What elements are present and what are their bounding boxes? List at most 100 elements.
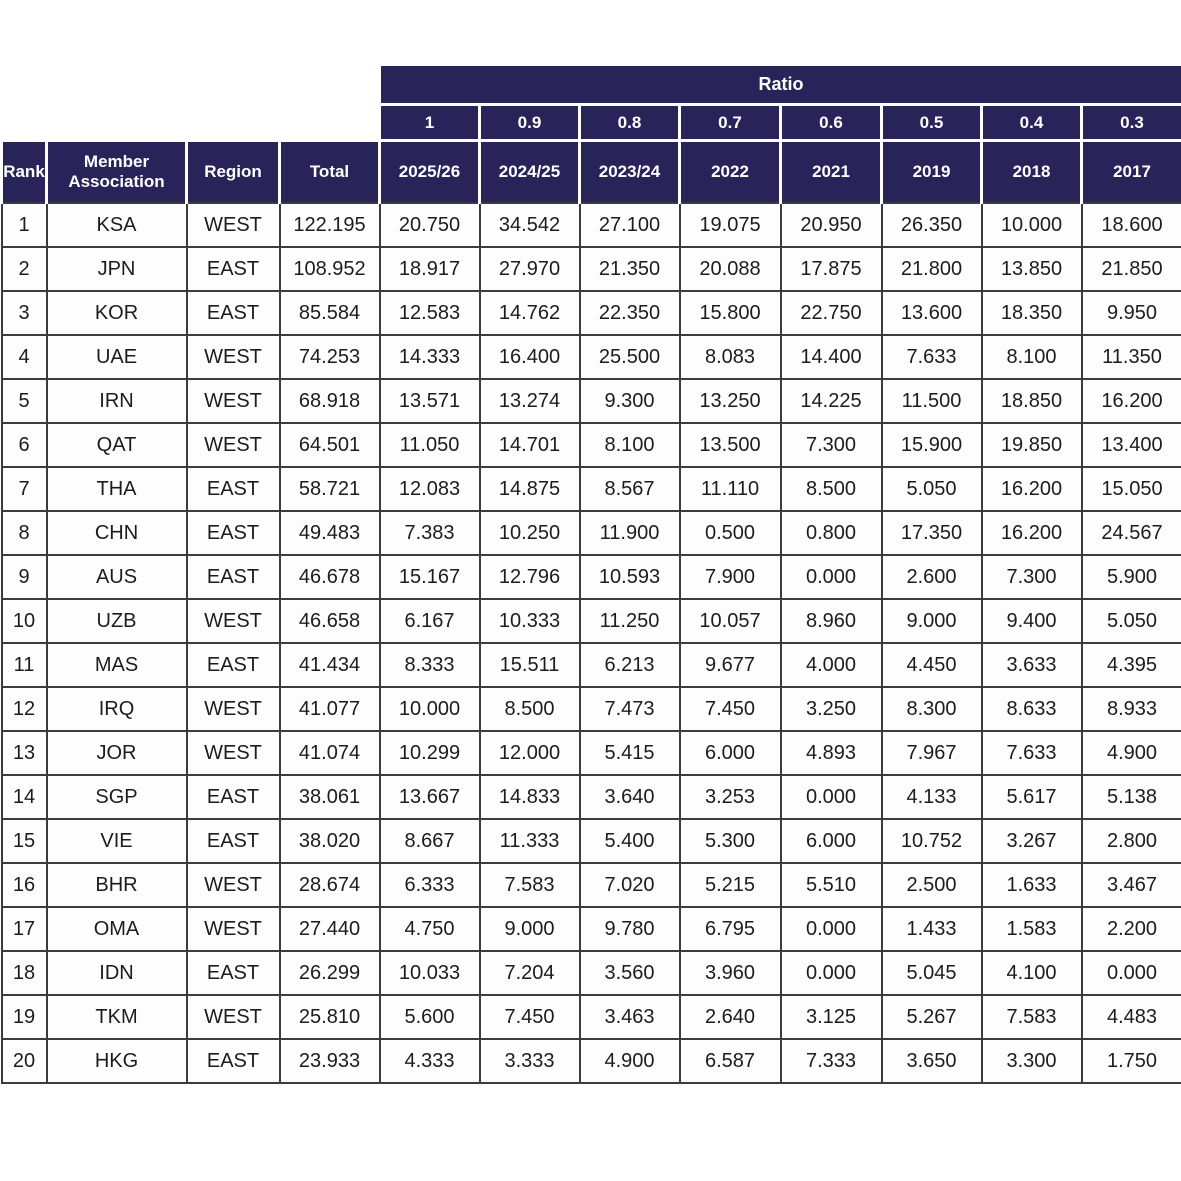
association-cell: OMA xyxy=(45,906,188,952)
season-value-cell: 5.510 xyxy=(779,862,883,908)
column-header-region: Region xyxy=(185,139,281,204)
season-value-cell: 0.500 xyxy=(678,510,782,556)
season-value-cell: 3.650 xyxy=(880,1038,983,1084)
table-row: 11 MAS EAST 41.434 8.333 15.511 6.213 9.677 4.00… xyxy=(0,642,1181,688)
season-value-cell: 10.593 xyxy=(578,554,681,600)
season-value-cell: 12.083 xyxy=(378,466,481,512)
season-value-cell: 7.967 xyxy=(880,730,983,776)
season-value-cell: 9.400 xyxy=(980,598,1083,644)
region-cell: WEST xyxy=(185,422,281,468)
season-value-cell: 7.583 xyxy=(478,862,581,908)
season-value-cell: 7.633 xyxy=(880,334,983,380)
season-value-cell: 20.088 xyxy=(678,246,782,292)
rank-cell: 6 xyxy=(0,422,48,468)
season-value-cell: 21.800 xyxy=(880,246,983,292)
season-value-cell: 4.483 xyxy=(1080,994,1181,1040)
region-cell: EAST xyxy=(185,642,281,688)
rank-cell: 3 xyxy=(0,290,48,336)
season-value-cell: 16.200 xyxy=(980,466,1083,512)
season-value-cell: 5.045 xyxy=(880,950,983,996)
season-value-cell: 2.800 xyxy=(1080,818,1181,864)
season-value-cell: 21.850 xyxy=(1080,246,1181,292)
ratio-merged-header: Ratio xyxy=(378,63,1181,106)
total-cell: 41.077 xyxy=(278,686,381,732)
season-value-cell: 13.400 xyxy=(1080,422,1181,468)
season-value-cell: 15.050 xyxy=(1080,466,1181,512)
rank-cell: 14 xyxy=(0,774,48,820)
season-value-cell: 0.000 xyxy=(779,906,883,952)
total-cell: 28.674 xyxy=(278,862,381,908)
season-value-cell: 2.640 xyxy=(678,994,782,1040)
season-value-cell: 4.395 xyxy=(1080,642,1181,688)
season-value-cell: 11.350 xyxy=(1080,334,1181,380)
season-value-cell: 10.299 xyxy=(378,730,481,776)
season-value-cell: 16.400 xyxy=(478,334,581,380)
season-value-cell: 17.875 xyxy=(779,246,883,292)
season-value-cell: 14.333 xyxy=(378,334,481,380)
season-value-cell: 21.350 xyxy=(578,246,681,292)
season-value-cell: 5.617 xyxy=(980,774,1083,820)
season-value-cell: 12.000 xyxy=(478,730,581,776)
total-cell: 46.678 xyxy=(278,554,381,600)
season-value-cell: 9.780 xyxy=(578,906,681,952)
season-value-cell: 22.350 xyxy=(578,290,681,336)
table-row: 2 JPN EAST 108.952 18.917 27.970 21.350 20.088 1… xyxy=(0,246,1181,292)
season-value-cell: 5.138 xyxy=(1080,774,1181,820)
season-value-cell: 24.567 xyxy=(1080,510,1181,556)
season-value-cell: 19.075 xyxy=(678,202,782,248)
season-value-cell: 0.000 xyxy=(779,950,883,996)
season-value-cell: 1.750 xyxy=(1080,1038,1181,1084)
region-cell: EAST xyxy=(185,1038,281,1084)
rank-cell: 7 xyxy=(0,466,48,512)
season-value-cell: 5.050 xyxy=(1080,598,1181,644)
table-row: 12 IRQ WEST 41.077 10.000 8.500 7.473 7.450 3.25… xyxy=(0,686,1181,732)
ratio-value-header: 0.5 xyxy=(880,103,983,142)
season-value-cell: 0.000 xyxy=(1080,950,1181,996)
season-value-cell: 11.500 xyxy=(880,378,983,424)
association-cell: TKM xyxy=(45,994,188,1040)
association-cell: IRN xyxy=(45,378,188,424)
region-cell: EAST xyxy=(185,774,281,820)
season-value-cell: 13.250 xyxy=(678,378,782,424)
season-value-cell: 18.917 xyxy=(378,246,481,292)
season-value-cell: 11.250 xyxy=(578,598,681,644)
season-value-cell: 26.350 xyxy=(880,202,983,248)
table-row: 10 UZB WEST 46.658 6.167 10.333 11.250 10.057 8.… xyxy=(0,598,1181,644)
total-cell: 122.195 xyxy=(278,202,381,248)
rank-cell: 17 xyxy=(0,906,48,952)
region-cell: WEST xyxy=(185,202,281,248)
season-value-cell: 3.467 xyxy=(1080,862,1181,908)
association-cell: KOR xyxy=(45,290,188,336)
region-cell: WEST xyxy=(185,862,281,908)
association-cell: JOR xyxy=(45,730,188,776)
season-value-cell: 7.300 xyxy=(980,554,1083,600)
column-header-season: 2022 xyxy=(678,139,782,204)
season-value-cell: 4.133 xyxy=(880,774,983,820)
season-value-cell: 12.583 xyxy=(378,290,481,336)
season-value-cell: 3.463 xyxy=(578,994,681,1040)
season-value-cell: 7.473 xyxy=(578,686,681,732)
association-cell: VIE xyxy=(45,818,188,864)
season-value-cell: 3.633 xyxy=(980,642,1083,688)
season-value-cell: 15.167 xyxy=(378,554,481,600)
total-cell: 38.061 xyxy=(278,774,381,820)
table-row: 7 THA EAST 58.721 12.083 14.875 8.567 11.110 8.5… xyxy=(0,466,1181,512)
rank-cell: 11 xyxy=(0,642,48,688)
total-cell: 58.721 xyxy=(278,466,381,512)
rank-cell: 9 xyxy=(0,554,48,600)
season-value-cell: 2.200 xyxy=(1080,906,1181,952)
season-value-cell: 22.750 xyxy=(779,290,883,336)
column-header-season: 2019 xyxy=(880,139,983,204)
season-value-cell: 1.633 xyxy=(980,862,1083,908)
season-value-cell: 16.200 xyxy=(980,510,1083,556)
season-value-cell: 9.000 xyxy=(880,598,983,644)
season-value-cell: 12.796 xyxy=(478,554,581,600)
season-value-cell: 10.057 xyxy=(678,598,782,644)
season-value-cell: 8.300 xyxy=(880,686,983,732)
season-value-cell: 16.200 xyxy=(1080,378,1181,424)
column-header-total: Total xyxy=(278,139,381,204)
table-row: 13 JOR WEST 41.074 10.299 12.000 5.415 6.000 4.8… xyxy=(0,730,1181,776)
total-cell: 74.253 xyxy=(278,334,381,380)
ratio-value-header: 0.7 xyxy=(678,103,782,142)
season-value-cell: 18.850 xyxy=(980,378,1083,424)
